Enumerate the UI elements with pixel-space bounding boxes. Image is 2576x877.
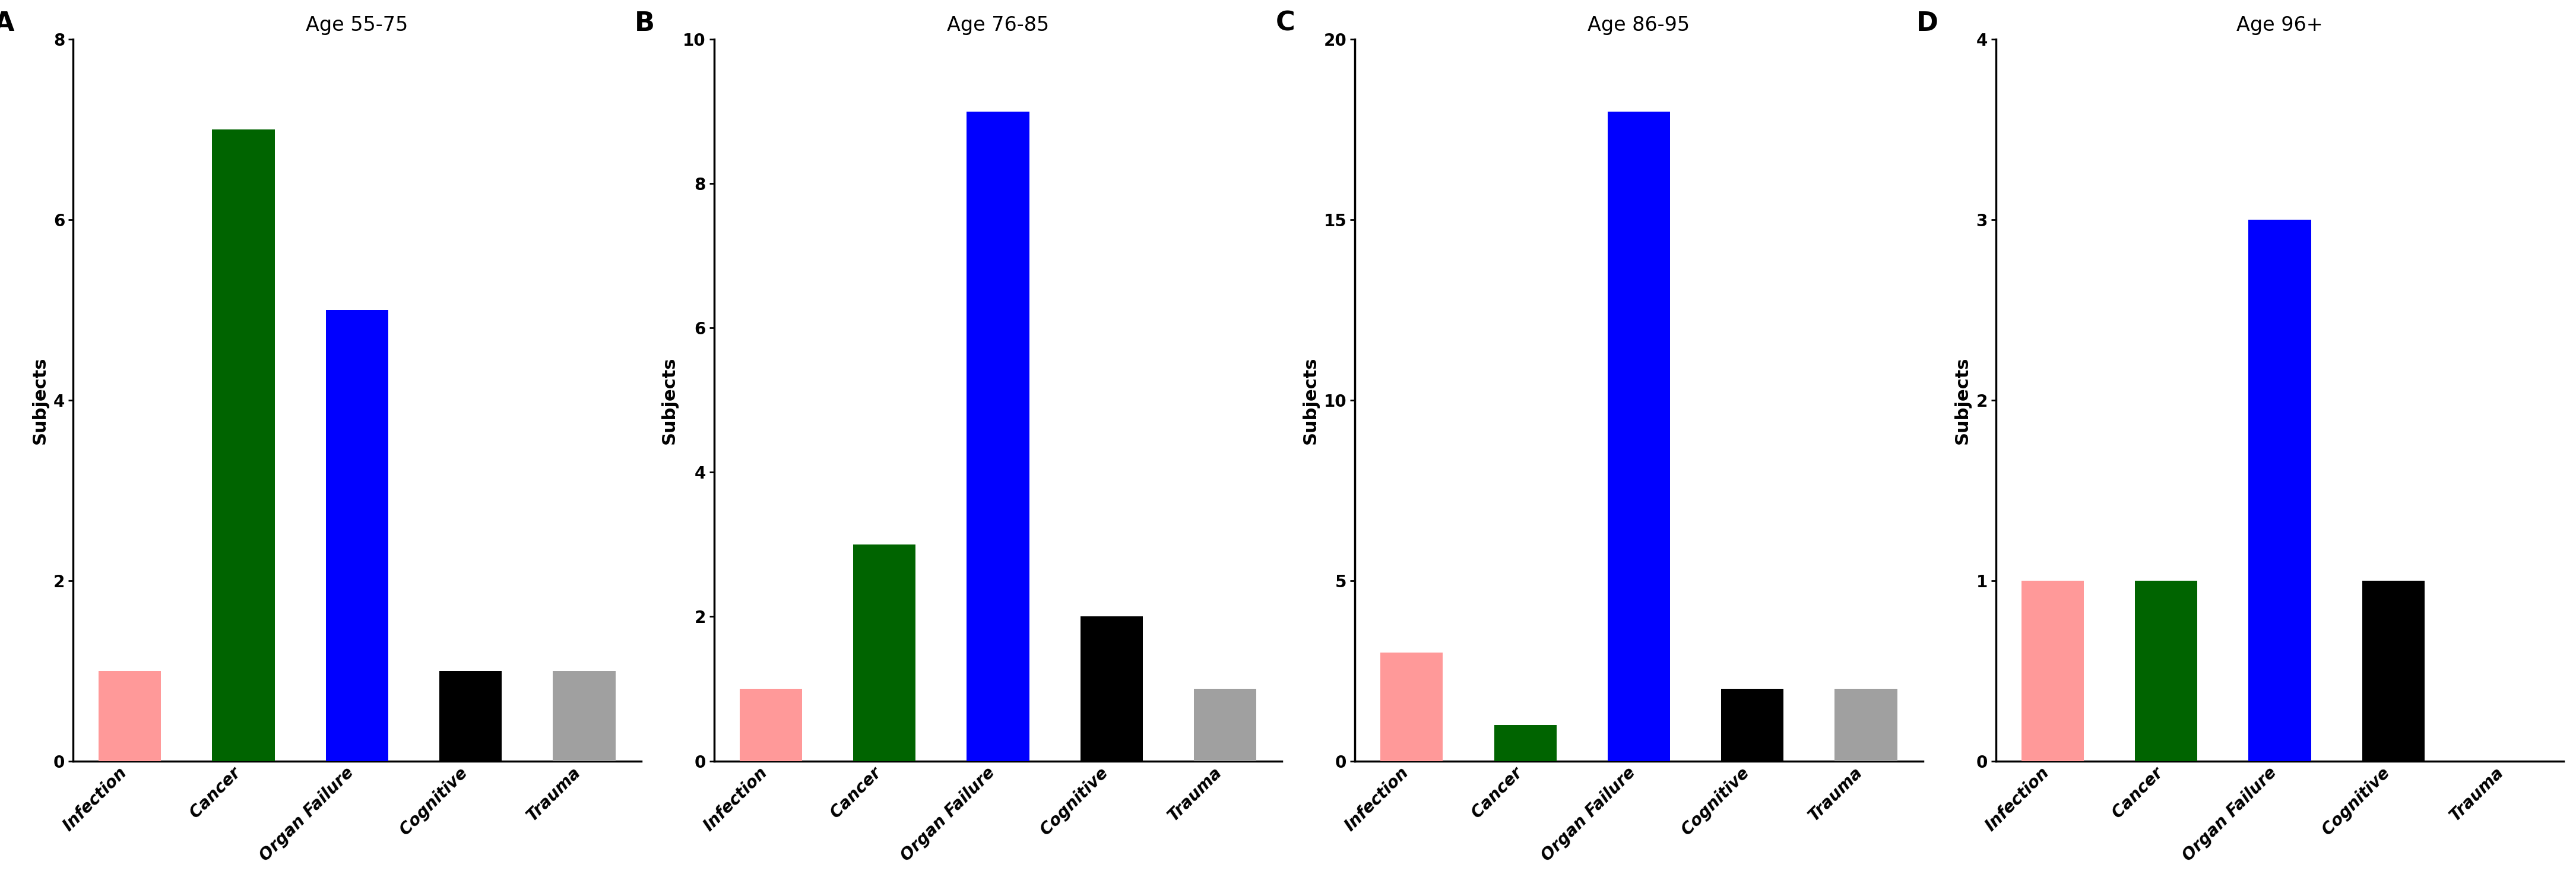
- Bar: [2022, 581, 2084, 761]
- Bar: [1079, 617, 1144, 761]
- Bar: [1494, 725, 1556, 761]
- Text: D: D: [1917, 11, 1937, 36]
- Bar: [966, 111, 1030, 761]
- Text: C: C: [1275, 11, 1296, 36]
- Bar: [440, 671, 502, 761]
- Text: A: A: [0, 11, 13, 36]
- Bar: [1834, 688, 1896, 761]
- Y-axis label: Subjects: Subjects: [1955, 356, 1971, 444]
- Bar: [1721, 688, 1783, 761]
- Title: Age 76-85: Age 76-85: [948, 16, 1048, 35]
- Text: B: B: [634, 11, 654, 36]
- Y-axis label: Subjects: Subjects: [659, 356, 677, 444]
- Bar: [98, 671, 162, 761]
- Title: Age 55-75: Age 55-75: [307, 16, 407, 35]
- Bar: [2249, 220, 2311, 761]
- Bar: [2362, 581, 2424, 761]
- Bar: [2136, 581, 2197, 761]
- Title: Age 96+: Age 96+: [2236, 16, 2324, 35]
- Bar: [211, 130, 276, 761]
- Y-axis label: Subjects: Subjects: [31, 356, 49, 444]
- Y-axis label: Subjects: Subjects: [1301, 356, 1319, 444]
- Bar: [739, 688, 801, 761]
- Bar: [853, 545, 914, 761]
- Bar: [554, 671, 616, 761]
- Bar: [1607, 111, 1669, 761]
- Bar: [325, 310, 389, 761]
- Bar: [1193, 688, 1257, 761]
- Title: Age 86-95: Age 86-95: [1587, 16, 1690, 35]
- Bar: [1381, 652, 1443, 761]
